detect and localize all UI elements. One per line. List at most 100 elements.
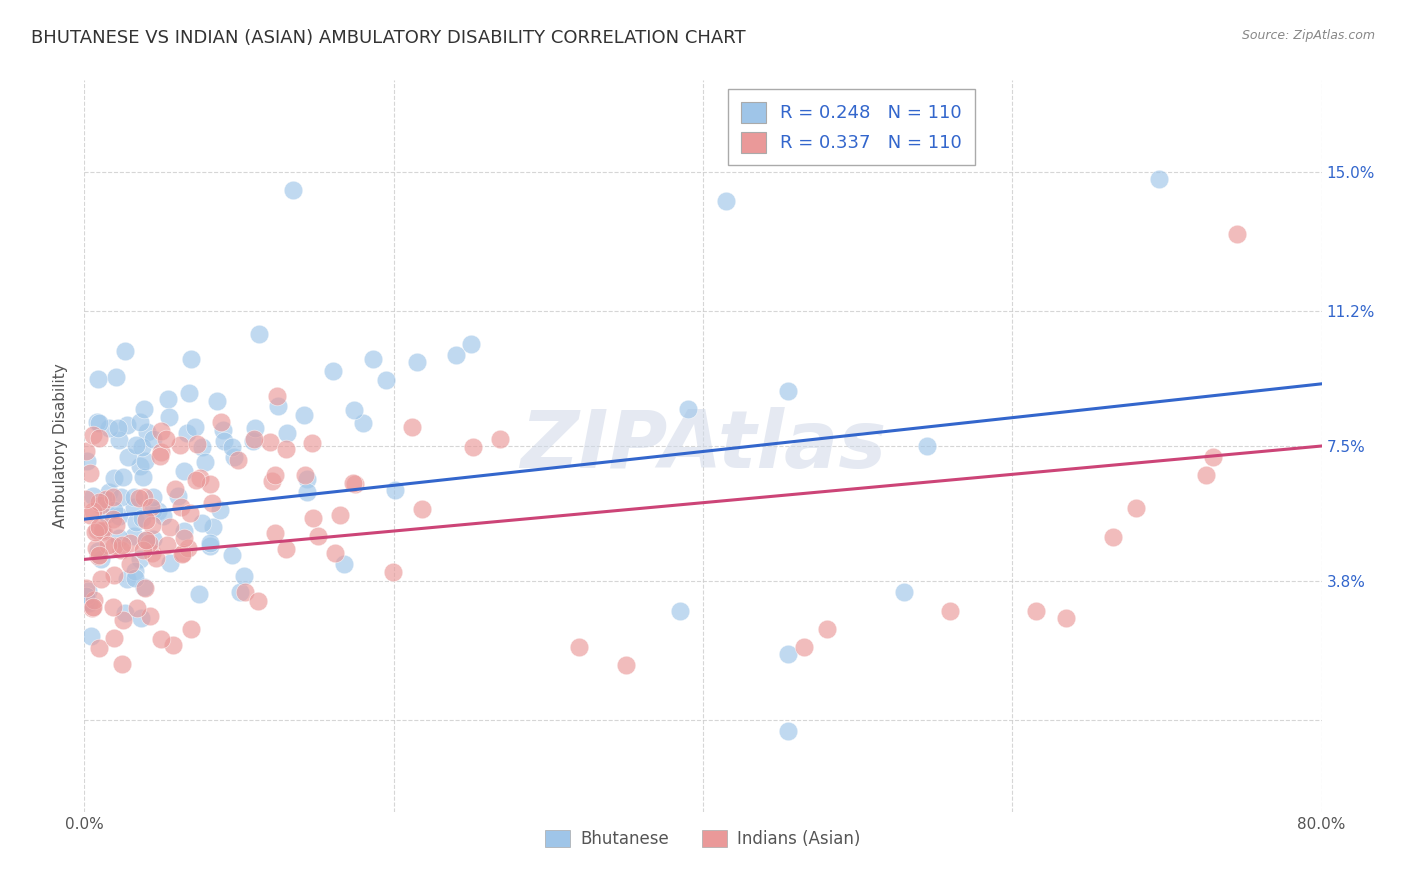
Point xyxy=(188,587,211,601)
Point xyxy=(198,539,221,553)
Point xyxy=(1225,227,1247,241)
Point xyxy=(229,585,252,599)
Point xyxy=(186,437,208,451)
Point xyxy=(1147,172,1170,186)
Point xyxy=(131,610,153,624)
Point xyxy=(107,532,129,546)
Point xyxy=(322,364,344,378)
Point xyxy=(776,384,799,398)
Point xyxy=(170,500,193,514)
Point xyxy=(125,515,148,529)
Point xyxy=(614,658,637,673)
Point xyxy=(281,183,305,197)
Point xyxy=(295,484,318,499)
Point xyxy=(104,369,127,384)
Point xyxy=(266,389,288,403)
Point xyxy=(165,483,187,497)
Point xyxy=(124,565,146,579)
Point xyxy=(136,425,159,440)
Text: BHUTANESE VS INDIAN (ASIAN) AMBULATORY DISABILITY CORRELATION CHART: BHUTANESE VS INDIAN (ASIAN) AMBULATORY D… xyxy=(31,29,745,46)
Point xyxy=(342,402,364,417)
Point xyxy=(276,425,298,440)
Point xyxy=(1202,450,1225,464)
Point xyxy=(221,440,243,454)
Point xyxy=(233,569,256,583)
Point xyxy=(264,467,287,482)
Point xyxy=(90,572,112,586)
Point xyxy=(125,437,148,451)
Point xyxy=(384,483,406,498)
Point xyxy=(115,417,138,432)
Point xyxy=(75,491,97,506)
Point xyxy=(117,450,139,464)
Point xyxy=(94,492,117,507)
Point xyxy=(97,485,120,500)
Point xyxy=(198,535,221,549)
Point xyxy=(79,508,101,522)
Point xyxy=(98,420,121,434)
Point xyxy=(76,454,98,468)
Point xyxy=(172,547,194,561)
Point xyxy=(142,432,165,446)
Point xyxy=(111,657,134,671)
Point xyxy=(568,640,591,655)
Point xyxy=(112,613,135,627)
Point xyxy=(80,600,103,615)
Point xyxy=(110,543,132,558)
Point xyxy=(146,504,169,518)
Point xyxy=(243,433,266,447)
Point xyxy=(122,490,145,504)
Point xyxy=(82,428,104,442)
Point xyxy=(488,432,510,446)
Point xyxy=(184,474,207,488)
Point xyxy=(1194,468,1216,483)
Point xyxy=(177,541,200,555)
Point xyxy=(444,347,467,362)
Point xyxy=(200,477,222,491)
Point xyxy=(294,468,316,483)
Point xyxy=(156,392,179,406)
Point xyxy=(84,541,107,555)
Point xyxy=(89,640,111,655)
Point xyxy=(202,519,225,533)
Point xyxy=(82,489,104,503)
Point xyxy=(222,450,245,464)
Point xyxy=(267,399,290,413)
Point xyxy=(352,416,374,430)
Point xyxy=(463,440,485,454)
Point xyxy=(90,498,112,512)
Point xyxy=(111,538,134,552)
Point xyxy=(145,551,167,566)
Point xyxy=(221,548,243,562)
Point xyxy=(329,508,352,523)
Point xyxy=(131,511,153,525)
Point xyxy=(135,533,157,547)
Point xyxy=(292,409,315,423)
Point xyxy=(669,603,692,617)
Point xyxy=(103,503,125,517)
Point xyxy=(180,352,202,367)
Point xyxy=(149,424,172,438)
Point xyxy=(176,425,198,440)
Point xyxy=(917,439,939,453)
Point xyxy=(82,599,104,614)
Point xyxy=(120,557,142,571)
Point xyxy=(103,471,125,485)
Point xyxy=(149,444,172,458)
Point xyxy=(172,546,194,560)
Point xyxy=(82,503,104,517)
Point xyxy=(80,629,103,643)
Point xyxy=(135,513,157,527)
Point xyxy=(134,581,156,595)
Point xyxy=(112,470,135,484)
Point xyxy=(676,402,699,417)
Point xyxy=(132,490,155,504)
Point xyxy=(107,434,129,448)
Point xyxy=(101,490,124,504)
Point xyxy=(226,453,249,467)
Point xyxy=(94,492,117,507)
Point xyxy=(190,516,212,530)
Point xyxy=(108,508,131,523)
Text: Source: ZipAtlas.com: Source: ZipAtlas.com xyxy=(1241,29,1375,42)
Point xyxy=(173,531,195,545)
